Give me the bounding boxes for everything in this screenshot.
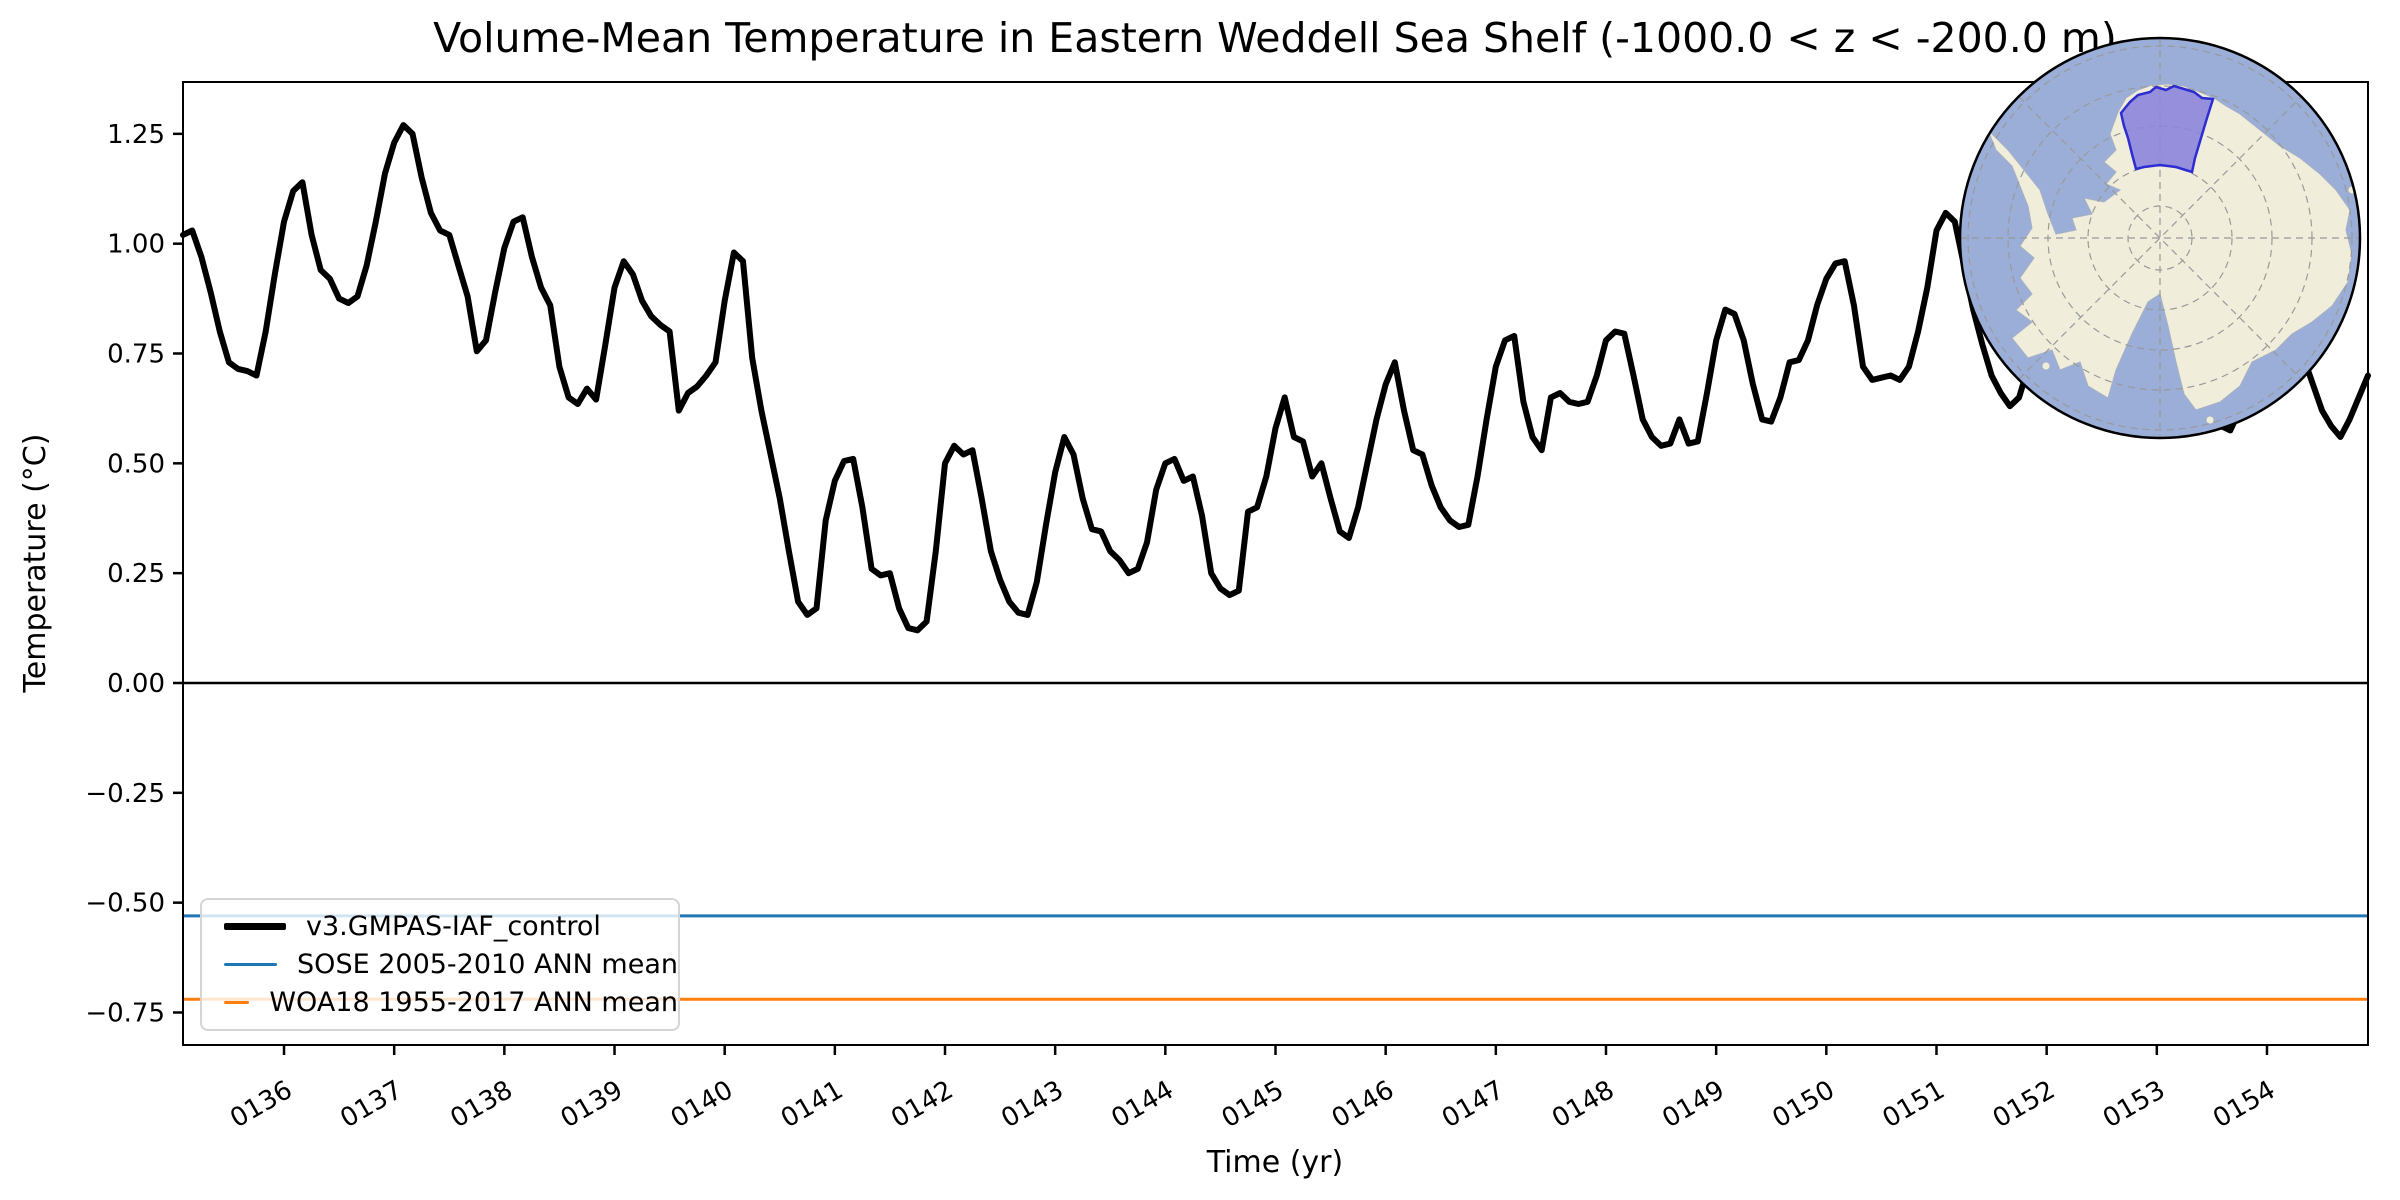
x-tick-label: 0140 bbox=[666, 1075, 738, 1134]
highlight-region-eastern-weddell-shelf bbox=[2119, 84, 2215, 174]
y-tick-label: 0.00 bbox=[107, 669, 165, 699]
x-axis-label: Time (yr) bbox=[1206, 1145, 1343, 1180]
island bbox=[2205, 415, 2215, 425]
graticule bbox=[1961, 39, 2359, 437]
legend-line-sample-blue bbox=[224, 962, 278, 966]
x-tick-label: 0154 bbox=[2208, 1075, 2280, 1134]
x-tick-label: 0152 bbox=[1988, 1075, 2060, 1134]
island bbox=[2041, 361, 2051, 371]
y-tick-label: 1.25 bbox=[107, 120, 165, 150]
x-tick-label: 0137 bbox=[335, 1075, 407, 1134]
x-tick-label: 0139 bbox=[556, 1075, 628, 1134]
x-tick-label: 0150 bbox=[1768, 1075, 1840, 1134]
legend-line-sample-black bbox=[224, 923, 286, 931]
legend: v3.GMPAS-IAF_control SOSE 2005-2010 ANN … bbox=[200, 898, 680, 1031]
series-line bbox=[180, 122, 2371, 634]
legend-line-sample-orange bbox=[224, 1000, 250, 1004]
x-tick-label: 0146 bbox=[1327, 1075, 1399, 1134]
legend-label: SOSE 2005-2010 ANN mean bbox=[297, 948, 678, 980]
x-tick-label: 0143 bbox=[996, 1075, 1068, 1134]
legend-entry-sose: SOSE 2005-2010 ANN mean bbox=[202, 946, 678, 982]
legend-label: v3.GMPAS-IAF_control bbox=[306, 911, 601, 943]
legend-entry-woa: WOA18 1955-2017 ANN mean bbox=[202, 984, 678, 1020]
chart-title: Volume-Mean Temperature in Eastern Wedde… bbox=[433, 14, 2117, 62]
x-tick-label: 0153 bbox=[2098, 1075, 2170, 1134]
x-tick-label: 0141 bbox=[776, 1075, 848, 1134]
y-tick-label: 1.00 bbox=[107, 230, 165, 260]
y-axis-ticks: −0.75 −0.50 −0.25 0.00 0.25 0.50 0.75 1.00 1.25 bbox=[85, 120, 183, 1028]
x-tick-label: 0145 bbox=[1217, 1075, 1289, 1134]
y-axis-label: Temperature (°C) bbox=[18, 434, 53, 694]
y-tick-label: −0.75 bbox=[85, 998, 165, 1028]
x-tick-label: 0142 bbox=[886, 1075, 958, 1134]
x-tick-label: 0138 bbox=[446, 1075, 518, 1134]
y-tick-label: 0.25 bbox=[107, 559, 165, 589]
x-tick-label: 0144 bbox=[1107, 1075, 1179, 1134]
map-outline bbox=[1958, 36, 2362, 440]
y-tick-label: 0.50 bbox=[107, 449, 165, 479]
x-tick-label: 0149 bbox=[1657, 1075, 1729, 1134]
x-tick-label: 0147 bbox=[1437, 1075, 1509, 1134]
x-tick-label: 0148 bbox=[1547, 1075, 1619, 1134]
y-tick-label: −0.25 bbox=[85, 779, 165, 809]
data-line-0 bbox=[180, 122, 2371, 634]
y-tick-label: 0.75 bbox=[107, 340, 165, 370]
legend-label: WOA18 1955-2017 ANN mean bbox=[269, 986, 678, 1018]
legend-entry-control: v3.GMPAS-IAF_control bbox=[202, 909, 678, 945]
map-inset bbox=[1958, 36, 2362, 440]
y-tick-label: −0.50 bbox=[85, 889, 165, 919]
x-tick-label: 0136 bbox=[225, 1075, 297, 1134]
x-tick-label: 0151 bbox=[1878, 1075, 1950, 1134]
x-axis-ticks: 0136 0137 0138 0139 0140 0141 0142 0143 0144 0145… bbox=[225, 1045, 2280, 1134]
